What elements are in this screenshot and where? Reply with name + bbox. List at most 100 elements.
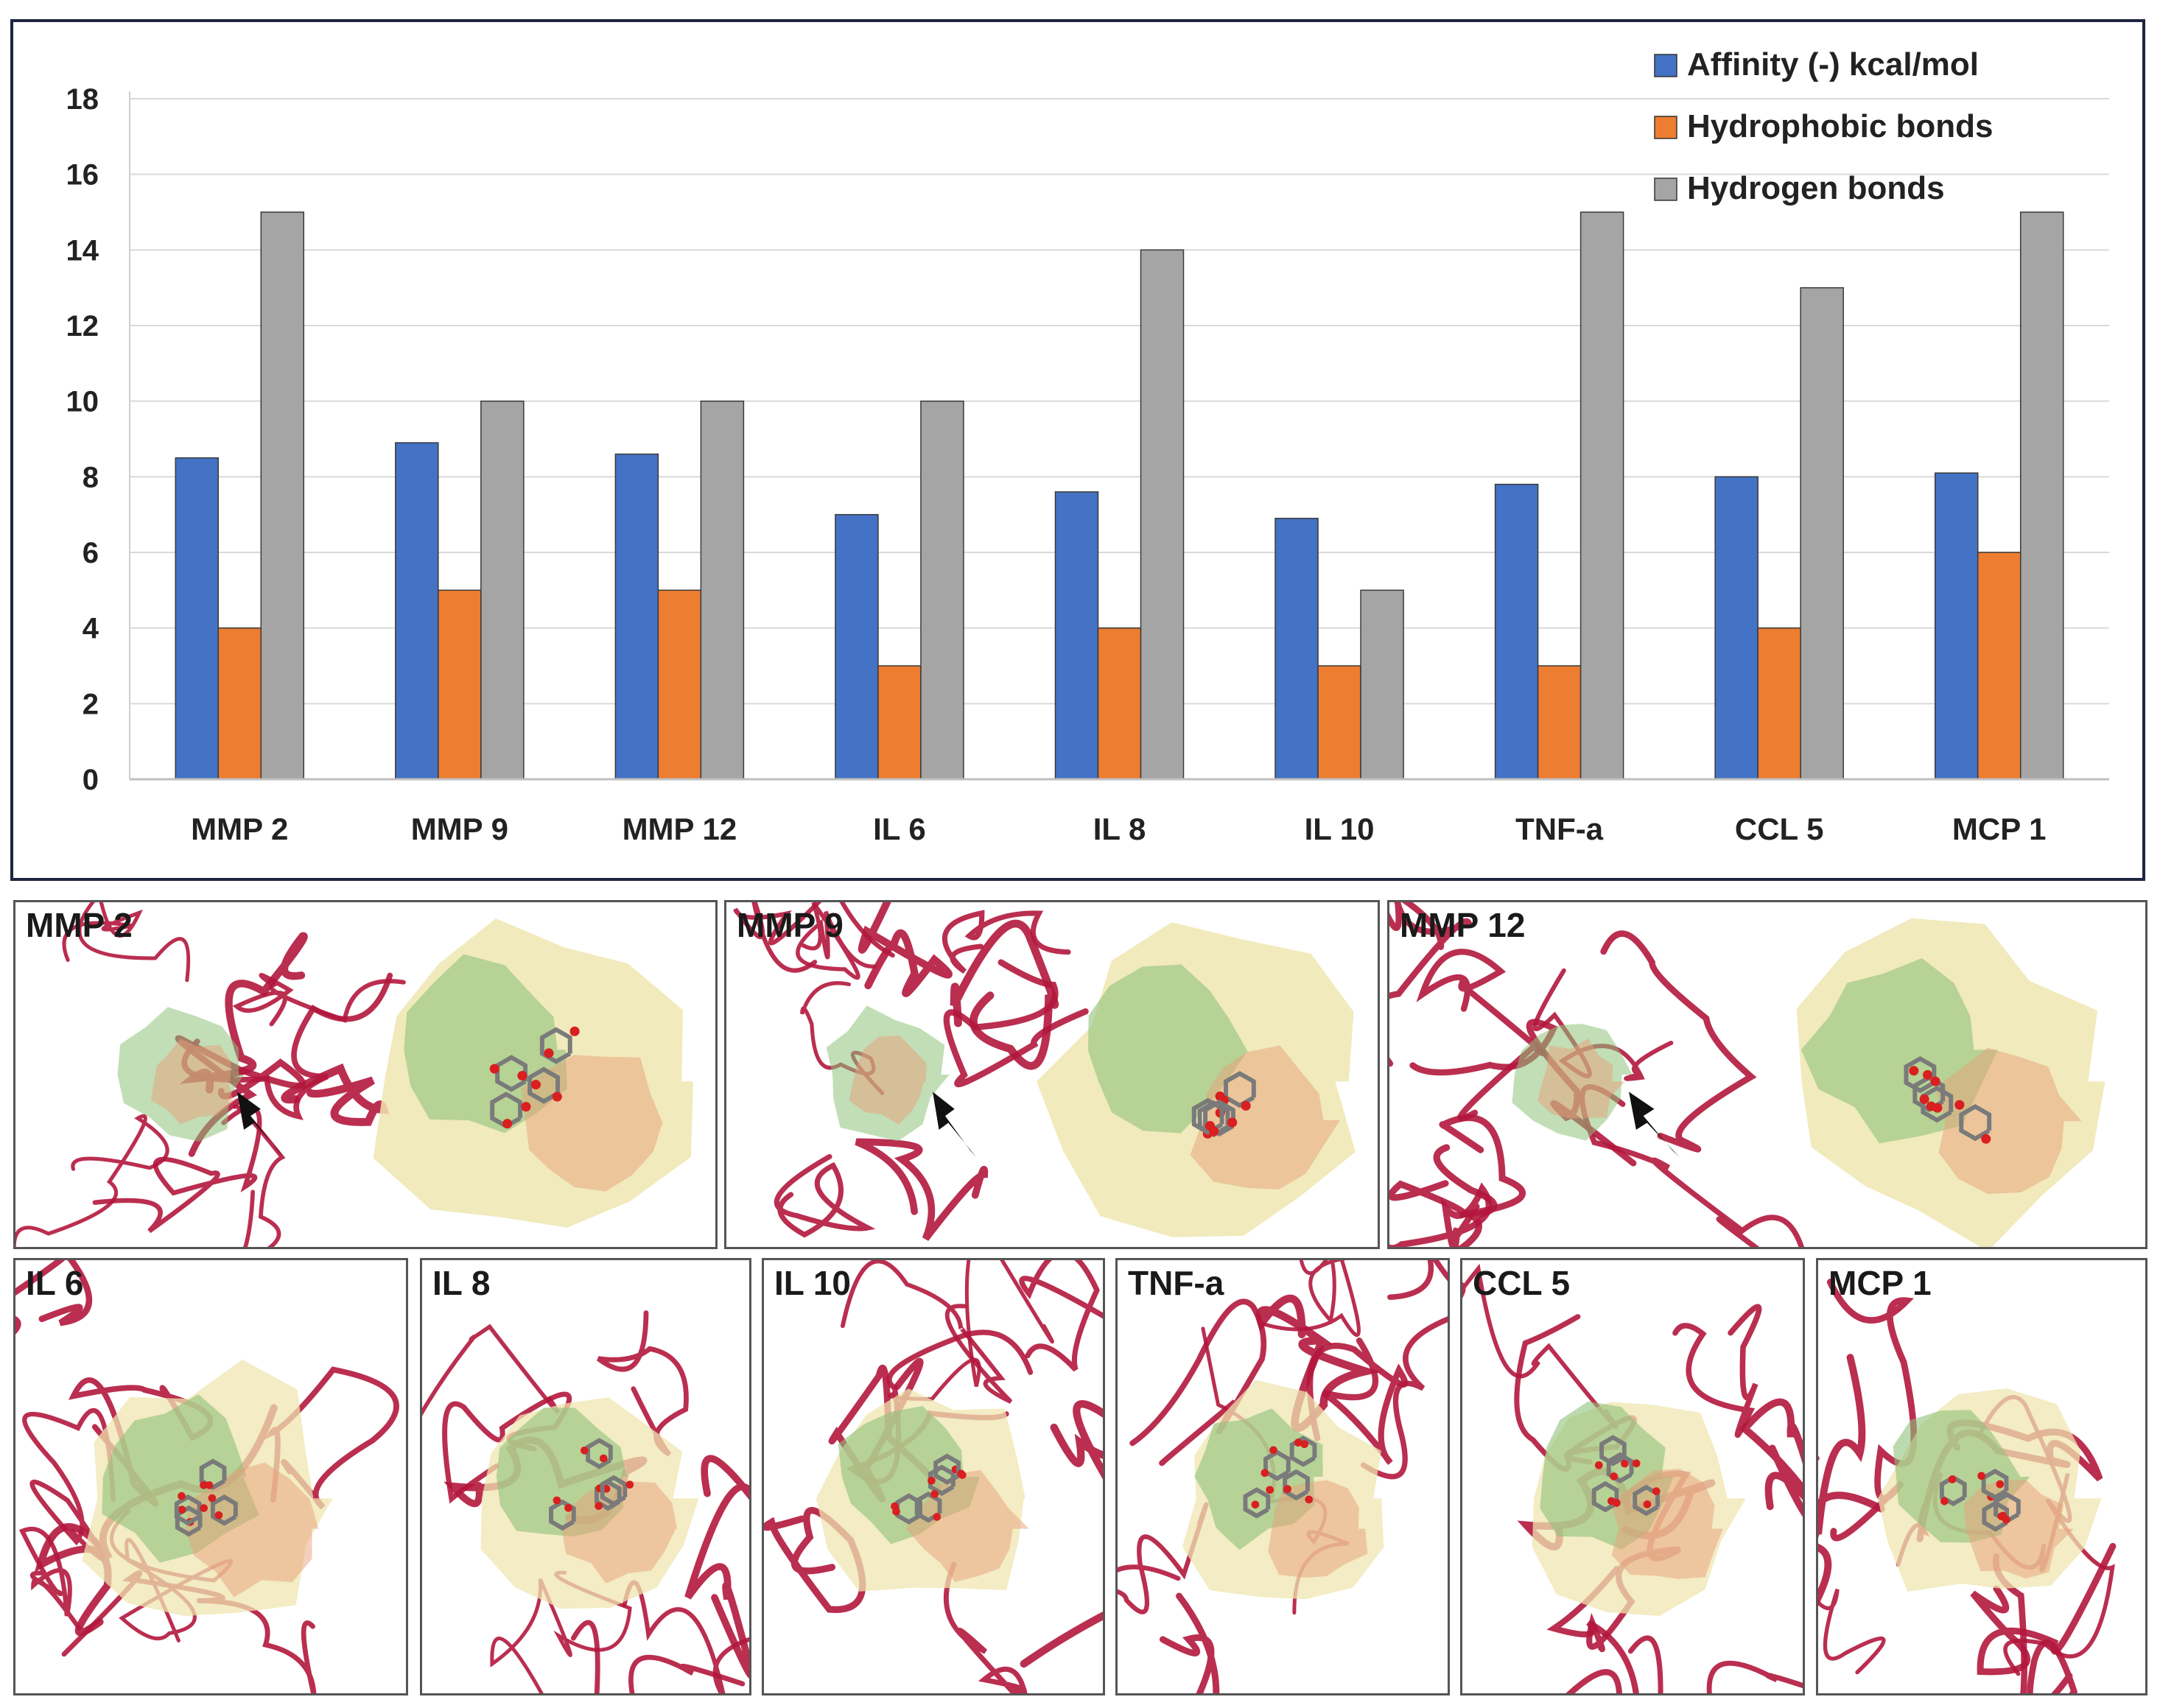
bar [480,400,525,780]
binding-pocket-surface [1610,1469,1723,1579]
bar [835,513,879,780]
docking-panel-mmp9: MMP 9 [724,900,1380,1249]
protein-ribbon [1546,1566,1639,1693]
panel-label: TNF-a [1128,1264,1224,1302]
oxygen-atom [1294,1438,1302,1447]
oxygen-atom [1594,1461,1603,1469]
protein-ribbon [1739,1398,1803,1517]
protein-ribbon [490,1570,632,1693]
bar [877,665,922,780]
oxygen-atom [569,1026,580,1036]
ligand-ring [1224,1071,1256,1108]
protein-ribbon [1159,1592,1220,1693]
ligand-ring [1904,1055,1937,1094]
oxygen-atom [552,1092,562,1102]
bar [1977,552,2022,780]
oxygen-atom [521,1102,531,1112]
protein-ribbon [15,1260,93,1335]
protein-ligand-docking-image [764,1260,1103,1693]
panel-label: CCL 5 [1473,1264,1571,1302]
bar [438,589,482,780]
protein-ligand-docking-image [422,1310,749,1693]
protein-ribbon [1627,1635,1803,1693]
ligand-ring [1606,1452,1634,1484]
protein-ribbon [1416,949,1546,1122]
protein-ribbon [858,902,953,997]
ligand-ring [914,1491,942,1523]
x-tick-label: IL 8 [1093,812,1146,846]
bar [1097,627,1142,780]
legend-swatch [1654,178,1677,201]
protein-ribbon [232,973,406,1027]
binding-pocket-surface [185,1462,319,1598]
protein-ribbon [684,1455,749,1679]
protein-ribbon [1389,1182,1493,1247]
y-tick-label: 16 [66,159,99,191]
oxygen-atom [214,1511,223,1519]
oxygen-atom [200,1504,208,1512]
bar [1317,665,1361,780]
protein-ribbon [281,1063,390,1126]
oxygen-atom [1996,1480,2005,1489]
ligand-ring [174,1494,202,1526]
x-tick-label: TNF-a [1515,812,1604,846]
oxygen-atom [892,1507,900,1516]
bar [657,589,702,780]
docking-panel-mmp2: MMP 2 [13,900,718,1249]
oxygen-atom [930,1490,939,1498]
protein-ligand-docking-image [1118,1260,1448,1693]
oxygen-atom [1999,1511,2008,1520]
protein-ribbon [1433,1144,1498,1247]
ligand-ring [1939,1475,1967,1507]
x-tick-label: MMP 2 [191,812,288,846]
ligand-ring [199,1458,227,1490]
protein-ribbon [62,902,191,983]
oxygen-atom [1926,1101,1936,1111]
protein-ribbon [1019,1260,1103,1372]
bar [1934,472,1979,780]
protein-ribbon [1020,1400,1103,1668]
oxygen-atom [1266,1486,1274,1494]
protein-ribbon [942,910,1071,974]
protein-ribbon [1600,930,1757,1153]
oxygen-atom [928,1476,936,1485]
panel-label: MMP 12 [1400,906,1526,944]
protein-ribbon [92,1105,262,1234]
bar [217,627,262,780]
bar [1360,589,1404,780]
panel-label: IL 10 [774,1264,851,1302]
oxygen-atom [1632,1459,1641,1468]
protein-ligand-docking-image [733,902,1356,1241]
protein-ribbon [764,1507,866,1613]
bar [1494,483,1539,780]
docking-panel-mmp12: MMP 12 [1387,900,2147,1249]
x-tick-label: MCP 1 [1952,812,2047,846]
bar [1800,287,1844,780]
ligand-ring [1203,1099,1235,1137]
binding-pocket-surface [1268,1480,1368,1578]
oxygen-atom [1919,1094,1929,1104]
y-tick-label: 2 [83,688,99,720]
ligand-ring [211,1494,238,1526]
ligand-ring [549,1499,576,1531]
zoomed-pocket-surface [1087,964,1248,1134]
protein-ribbon [796,902,877,980]
docking-panel-il6: IL 6 [13,1258,408,1695]
legend-swatch [1654,54,1677,77]
protein-ribbon [774,1153,876,1238]
protein-ligand-docking-image [15,1260,399,1693]
y-tick-label: 6 [83,537,99,569]
bar [614,453,659,780]
pointer-arrow-icon [236,1092,284,1158]
pointer-arrow-icon [933,1092,977,1158]
ligand-ring [1263,1449,1291,1481]
protein-ribbon [1129,1298,1267,1466]
docking-panel-ccl5: CCL 5 [1460,1258,1805,1695]
docking-panel-il8: IL 8 [420,1258,751,1695]
ligand-ring [1591,1480,1619,1513]
ligand-ring [1599,1435,1627,1466]
oxygen-atom [1260,1469,1269,1477]
protein-ligand-docking-image [15,902,693,1247]
oxygen-atom [178,1491,186,1500]
bar [1714,476,1758,780]
